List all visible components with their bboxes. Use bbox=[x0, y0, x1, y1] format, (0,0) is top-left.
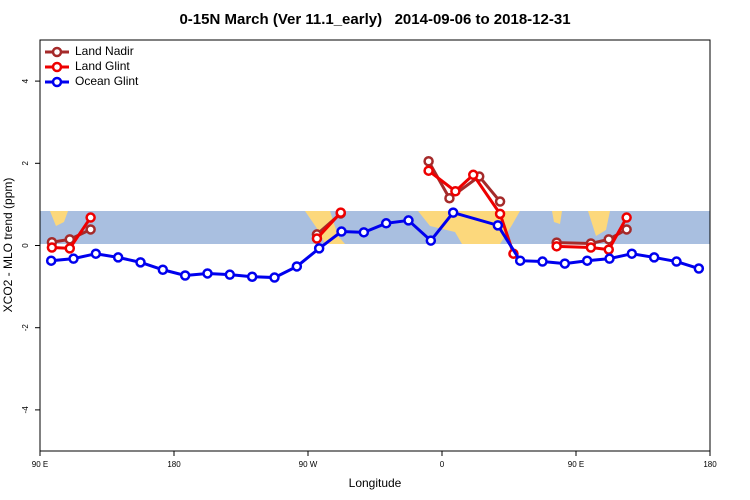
y-tick-label: 4 bbox=[21, 78, 30, 83]
legend-label: Land Nadir bbox=[75, 44, 134, 58]
data-point bbox=[336, 226, 347, 237]
data-point bbox=[581, 255, 593, 266]
data-point bbox=[494, 196, 506, 207]
land bbox=[588, 211, 610, 236]
y-tick-label: -4 bbox=[21, 406, 30, 414]
data-point bbox=[626, 248, 638, 259]
data-point bbox=[537, 256, 548, 267]
data-point bbox=[269, 272, 280, 283]
y-tick-label: 2 bbox=[21, 161, 30, 166]
data-point bbox=[403, 215, 414, 226]
data-point bbox=[603, 244, 615, 255]
legend-marker bbox=[51, 61, 63, 73]
data-point bbox=[291, 261, 303, 272]
data-point bbox=[112, 252, 124, 263]
data-point bbox=[450, 185, 461, 197]
x-tick-label: 0 bbox=[440, 460, 445, 469]
legend-label: Land Glint bbox=[75, 59, 130, 73]
data-point bbox=[559, 258, 571, 269]
land bbox=[552, 211, 562, 224]
legend-marker bbox=[51, 46, 63, 58]
data-point bbox=[604, 253, 615, 264]
data-point bbox=[621, 224, 632, 235]
legend-label: Ocean Glint bbox=[75, 74, 139, 88]
data-point bbox=[358, 227, 370, 238]
x-tick-label: 180 bbox=[167, 460, 181, 469]
x-tick-label: 180 bbox=[703, 460, 717, 469]
data-point bbox=[447, 207, 459, 218]
data-point bbox=[313, 243, 325, 254]
data-point bbox=[425, 235, 437, 246]
data-point bbox=[468, 169, 479, 181]
data-point bbox=[551, 241, 562, 252]
data-point bbox=[423, 155, 434, 167]
data-point bbox=[444, 192, 455, 204]
chart-title: 0-15N March (Ver 11.1_early) 2014-09-06 … bbox=[179, 11, 570, 28]
data-point bbox=[246, 271, 258, 282]
land bbox=[50, 211, 68, 226]
data-point bbox=[671, 256, 682, 267]
data-point bbox=[335, 207, 347, 218]
data-point bbox=[621, 212, 632, 223]
data-point bbox=[46, 242, 58, 253]
x-axis-label: Longitude bbox=[349, 476, 402, 490]
data-point bbox=[311, 233, 323, 244]
data-point bbox=[585, 242, 597, 253]
data-point bbox=[68, 253, 79, 264]
data-point bbox=[85, 224, 96, 235]
data-point bbox=[179, 270, 191, 281]
data-point bbox=[157, 264, 169, 275]
x-tick-label: 90 W bbox=[299, 460, 318, 469]
data-point bbox=[494, 208, 506, 220]
y-tick-label: 0 bbox=[21, 243, 30, 248]
data-point bbox=[648, 252, 660, 263]
data-point bbox=[603, 234, 615, 245]
x-tick-label: 90 E bbox=[32, 460, 48, 469]
land bbox=[418, 211, 520, 244]
data-point bbox=[135, 257, 146, 268]
data-point bbox=[64, 243, 76, 254]
data-point bbox=[202, 268, 213, 279]
legend-marker bbox=[51, 76, 63, 88]
y-axis-label: XCO2 - MLO trend (ppm) bbox=[1, 178, 15, 313]
data-point bbox=[45, 255, 57, 266]
data-point bbox=[85, 212, 96, 223]
y-tick-label: -2 bbox=[21, 324, 30, 332]
data-point bbox=[514, 255, 526, 266]
data-point bbox=[693, 263, 705, 274]
data-point bbox=[90, 248, 102, 259]
data-point bbox=[224, 269, 236, 280]
x-tick-label: 90 E bbox=[568, 460, 584, 469]
data-point bbox=[380, 218, 392, 229]
data-point bbox=[492, 220, 504, 231]
data-point bbox=[423, 165, 434, 176]
